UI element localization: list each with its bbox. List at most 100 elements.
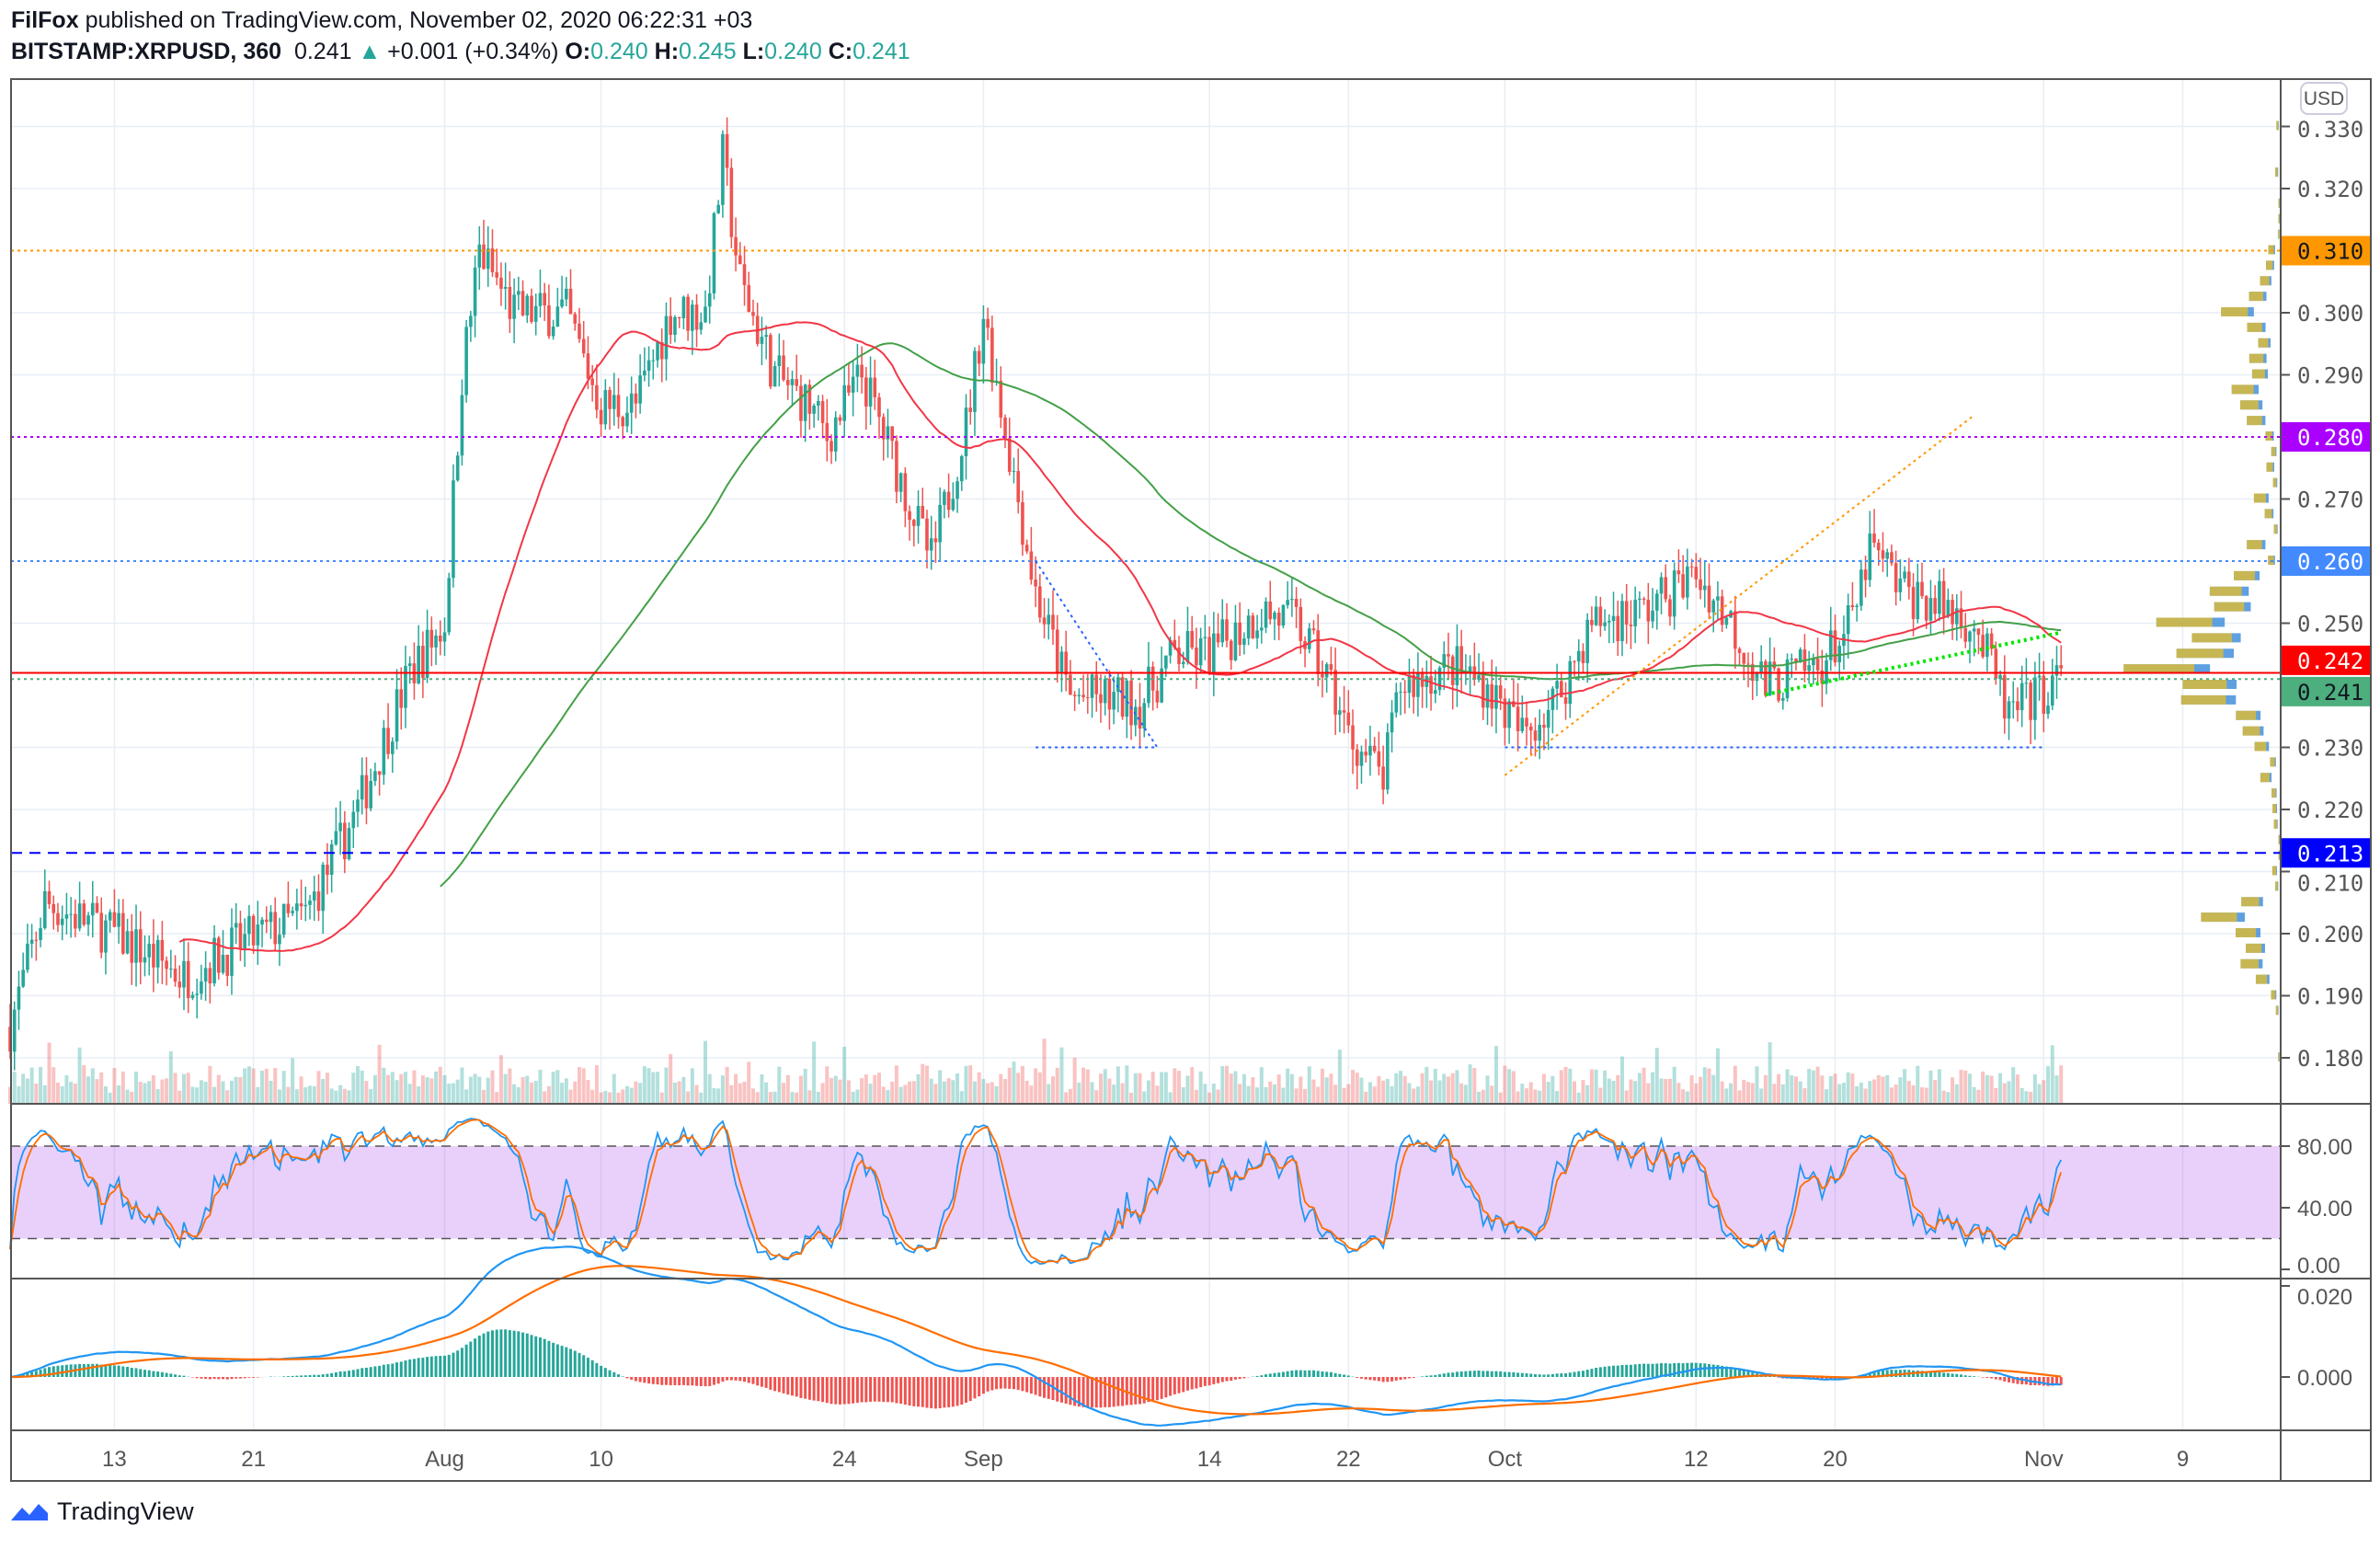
volume-profile-down [2201, 912, 2237, 923]
volume-bar [1911, 1084, 1916, 1104]
volume-bar [729, 1084, 734, 1104]
volume-bar [1742, 1079, 1746, 1104]
macd-histogram-bar [729, 1377, 733, 1381]
currency-button[interactable] [2300, 82, 2348, 115]
volume-bar [1963, 1070, 1968, 1104]
macd-histogram-bar [1973, 1376, 1976, 1377]
macd-histogram-bar [26, 1372, 29, 1377]
volume-bar [186, 1073, 190, 1104]
macd-histogram-bar [1273, 1372, 1276, 1377]
volume-bar [21, 1073, 26, 1104]
macd-histogram-bar [212, 1377, 216, 1380]
volume-bar [2059, 1065, 2064, 1104]
candle-body [990, 327, 994, 383]
macd-histogram-bar [899, 1377, 903, 1404]
candle-body [1938, 580, 1941, 614]
volume-profile-down [2266, 462, 2273, 472]
volume-bar [546, 1085, 551, 1104]
macd-histogram-bar [930, 1377, 933, 1408]
low-value: 0.240 [764, 39, 822, 64]
macd-histogram-bar [34, 1371, 38, 1377]
candle-body [1490, 683, 1494, 709]
tradingview-logo[interactable]: TradingView [9, 1497, 194, 1526]
macd-histogram-bar [165, 1372, 168, 1377]
macd-histogram-bar [1585, 1370, 1589, 1377]
volume-bar [2020, 1087, 2024, 1104]
price-tick-label: 0.210 [2297, 870, 2363, 896]
price-label-text: 0.241 [2297, 680, 2363, 706]
volume-bar [1459, 1083, 1464, 1104]
up-triangle-icon: ▲ [358, 39, 382, 64]
volume-bar [199, 1080, 203, 1104]
volume-bar [785, 1074, 790, 1104]
volume-bar [221, 1081, 225, 1104]
candle-body [955, 481, 959, 499]
candle-body [295, 903, 299, 912]
candle-body [17, 986, 21, 1010]
symbol[interactable]: BITSTAMP:XRPUSD, 360 [11, 39, 282, 64]
candle-body [69, 913, 73, 915]
macd-histogram-bar [912, 1377, 916, 1406]
volume-bar [933, 1084, 938, 1104]
price-axis: 0.330 0.320 0.300 0.290 0.270 0.250 0.230 0.220… [2281, 82, 2370, 1391]
volume-bar [894, 1065, 898, 1104]
volume-bar [972, 1081, 977, 1104]
candle-body [1390, 712, 1394, 733]
candle-body [716, 204, 720, 213]
macd-histogram-bar [134, 1368, 138, 1377]
candle-body [1173, 639, 1177, 648]
candle-body [299, 903, 303, 907]
author[interactable]: FilFox [11, 7, 79, 33]
macd-histogram-bar [995, 1377, 999, 1390]
candle-body [1872, 533, 1876, 544]
volume-bar [1355, 1073, 1359, 1104]
candle-body [2046, 705, 2050, 714]
macd-histogram-bar [156, 1371, 160, 1377]
volume-bar [351, 1073, 356, 1104]
volume-bar [1420, 1073, 1425, 1104]
volume-bar [1160, 1072, 1164, 1104]
candle-body [790, 379, 795, 385]
candle-body [851, 376, 855, 393]
candle-body [1107, 679, 1112, 710]
volume-bar [1351, 1070, 1356, 1104]
volume-bar [590, 1089, 595, 1104]
volume-bar [321, 1078, 326, 1104]
candle-body [807, 384, 812, 414]
macd-histogram-bar [1421, 1376, 1425, 1377]
volume-bar [1364, 1091, 1368, 1104]
time-tick-label: Aug [425, 1447, 464, 1472]
candle-body [578, 323, 581, 339]
candle-body [646, 360, 651, 372]
macd-histogram-bar [508, 1330, 511, 1377]
candle-body [2042, 675, 2046, 714]
candle-body [1898, 578, 1903, 592]
candle-body [1694, 567, 1699, 579]
macd-histogram-bar [669, 1377, 672, 1385]
macd-histogram-bar [399, 1361, 403, 1377]
candle-body [1963, 627, 1968, 642]
macd-histogram-bar [1160, 1377, 1163, 1399]
candle-body [1620, 601, 1624, 642]
volume-bar [1402, 1075, 1407, 1104]
macd-histogram-bar [373, 1366, 377, 1377]
macd-histogram-bar [960, 1377, 964, 1406]
macd-histogram-bar [608, 1370, 612, 1377]
macd-histogram-bar [1651, 1363, 1654, 1377]
macd-histogram-bar [86, 1363, 90, 1377]
macd-histogram-bar [869, 1377, 873, 1402]
macd-histogram-bar [369, 1367, 372, 1377]
volume-bar [1525, 1088, 1529, 1104]
macd-histogram-bar [760, 1377, 763, 1387]
macd-histogram-bar [429, 1356, 433, 1377]
candle-body [303, 904, 308, 907]
macd-histogram-bar [1603, 1366, 1607, 1377]
volume-bar [1872, 1079, 1877, 1104]
macd-histogram-bar [903, 1377, 907, 1405]
candle-body [1324, 664, 1329, 678]
candle-body [1894, 563, 1898, 592]
volume-bar [1255, 1087, 1260, 1104]
macd-histogram-bar [1573, 1371, 1576, 1377]
candle-body [21, 970, 25, 987]
